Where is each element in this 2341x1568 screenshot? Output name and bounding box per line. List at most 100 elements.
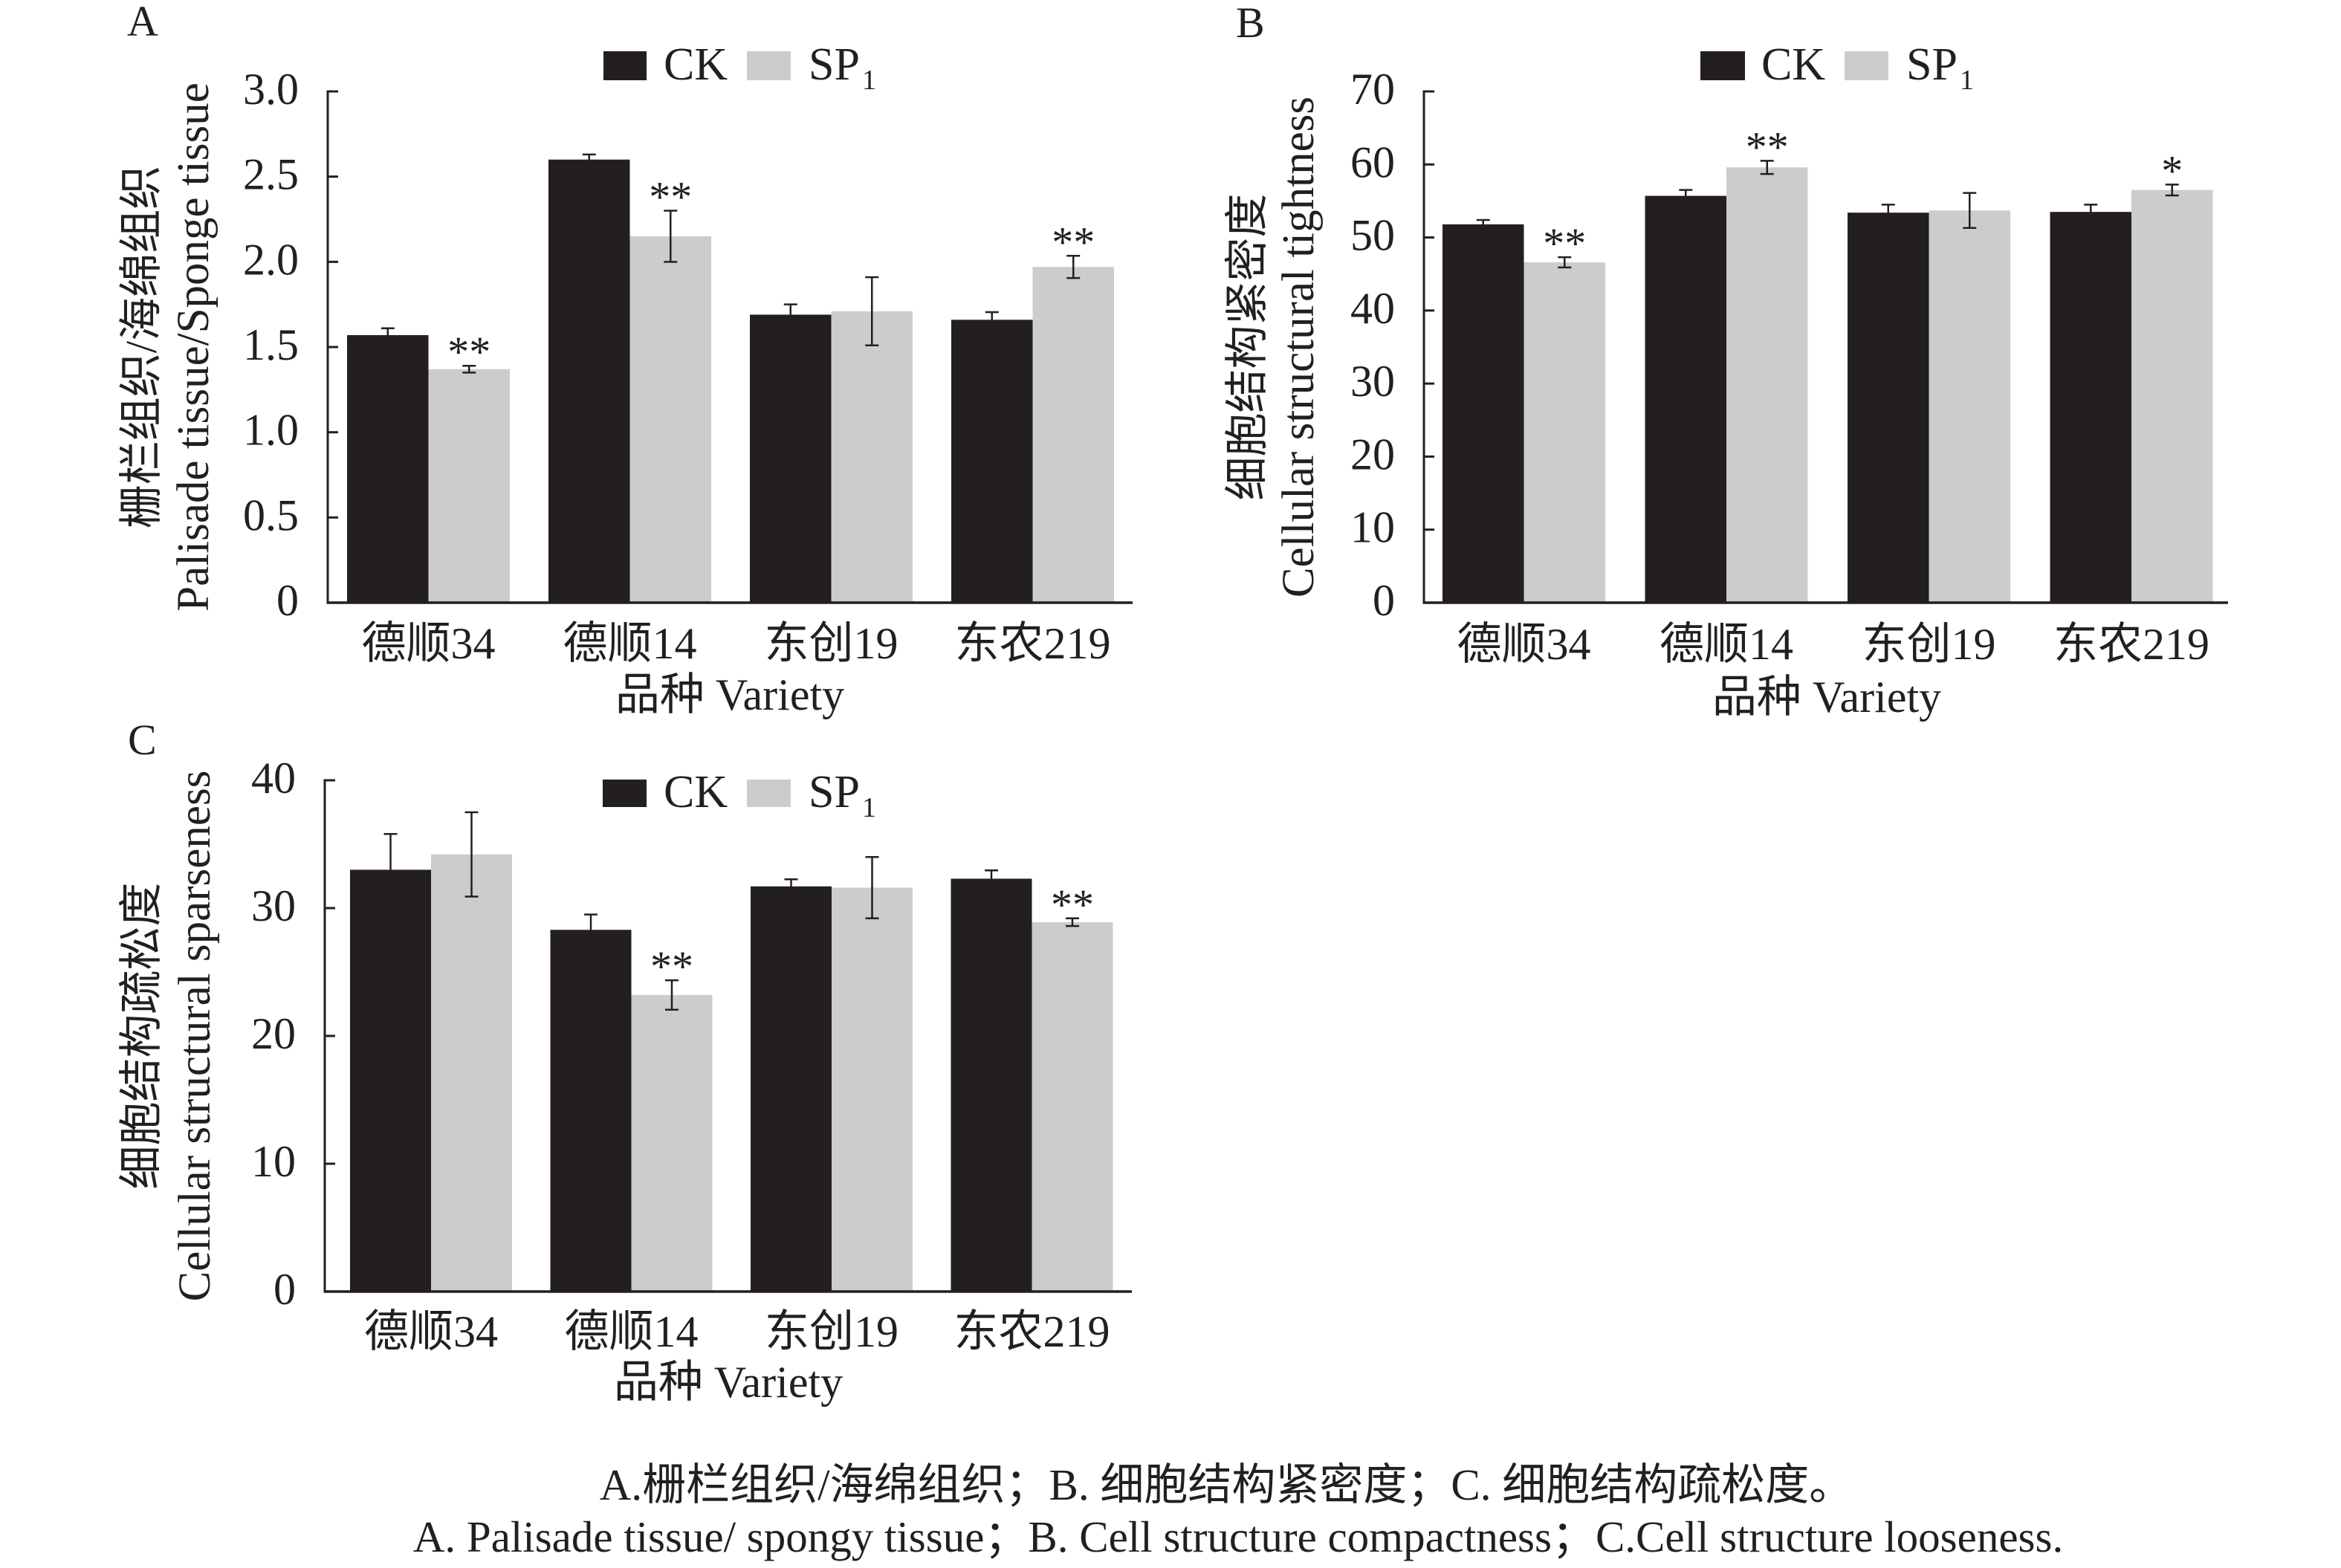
caption-line-cn: A.栅栏组织/海绵组织；B. 细胞结构紧密度；C. 细胞结构疏松度。 xyxy=(600,1460,1853,1509)
y-tick-label: 3.0 xyxy=(243,65,299,114)
panel-b: B CK SP1 细胞结构紧密度 Cellular structural tig… xyxy=(1223,0,2228,722)
significance-mark: ** xyxy=(1052,218,1095,266)
y-tick-label: 10 xyxy=(251,1137,296,1186)
category-label: 德顺34 xyxy=(364,1307,498,1356)
legend-swatch-ck xyxy=(603,780,647,807)
figure-caption: A.栅栏组织/海绵组织；B. 细胞结构紧密度；C. 细胞结构疏松度。 A. Pa… xyxy=(413,1460,2063,1561)
bar-ck xyxy=(750,314,832,603)
y-tick-label: 0 xyxy=(273,1265,296,1314)
bar-sp1 xyxy=(431,854,512,1292)
legend-label-ck: CK xyxy=(664,39,728,90)
error-bar xyxy=(865,855,879,920)
bar-sp1 xyxy=(629,236,711,603)
bar-ck xyxy=(2050,212,2131,603)
error-bar xyxy=(985,869,998,888)
plot-area: ** ** ** 0 0.5 1.0 1.5 2.0 2.5 3.0 德顺34 德顺14 东创19 东农2… xyxy=(243,65,1133,668)
error-bar xyxy=(783,303,797,326)
legend-label-sp1: SP1 xyxy=(809,767,876,823)
legend-label-sp1: SP1 xyxy=(1906,39,1974,96)
legend-label-ck: CK xyxy=(664,767,728,817)
bar-sp1 xyxy=(1032,267,1114,603)
error-bar xyxy=(1760,160,1774,175)
category-label: 德顺14 xyxy=(563,619,697,668)
panel-letter: C xyxy=(128,716,157,764)
y-tick-label: 30 xyxy=(251,881,296,930)
legend-label-main: SP xyxy=(1906,39,1958,90)
legend-swatch-sp1 xyxy=(747,780,791,807)
error-bar xyxy=(1066,917,1079,927)
y-tick-label: 2.0 xyxy=(243,235,299,284)
significance-mark: ** xyxy=(447,328,490,376)
category-label: 东创19 xyxy=(765,619,898,668)
error-bar xyxy=(582,153,596,166)
category-label: 东农219 xyxy=(954,1307,1110,1356)
significance-mark: * xyxy=(2161,146,2183,195)
error-bar xyxy=(584,913,598,947)
bar-sp1 xyxy=(1524,262,1605,603)
significance-mark: ** xyxy=(1051,881,1094,929)
category-label: 东农219 xyxy=(955,619,1111,668)
bar-ck xyxy=(1848,213,1929,603)
caption-line-en: A. Palisade tissue/ spongy tissue；B. Cel… xyxy=(413,1512,2063,1561)
category-label: 东创19 xyxy=(1862,620,1996,669)
error-bar xyxy=(1476,218,1490,230)
x-axis-title: 品种 Variety xyxy=(614,1358,843,1407)
error-bar xyxy=(985,311,999,328)
bar-ck xyxy=(550,930,632,1292)
y-tick-label: 10 xyxy=(1350,503,1395,552)
bar-ck xyxy=(350,869,431,1292)
legend-label-sp1: SP1 xyxy=(809,39,876,96)
error-bar xyxy=(865,276,879,346)
legend: CK SP1 xyxy=(603,767,876,823)
legend-label-subscript: 1 xyxy=(862,792,876,823)
legend-label-main: SP xyxy=(809,767,860,817)
y-tick-label: 60 xyxy=(1350,137,1395,187)
y-tick-label: 1.5 xyxy=(243,320,299,369)
bar-ck xyxy=(751,886,832,1292)
significance-mark: ** xyxy=(1746,123,1789,171)
legend-label-main: SP xyxy=(809,39,860,90)
panel-letter: A xyxy=(127,0,158,45)
y-tick-label: 20 xyxy=(1350,430,1395,479)
error-bar xyxy=(462,364,476,374)
y-axis-title-en: Cellular structural tightness xyxy=(1274,97,1324,597)
bar-ck xyxy=(1645,195,1726,603)
x-axis-title: 品种 Variety xyxy=(615,670,844,719)
error-bar xyxy=(1558,256,1572,269)
y-tick-label: 0 xyxy=(276,576,299,625)
x-axis-title: 品种 Variety xyxy=(1712,673,1941,722)
error-bar xyxy=(1679,189,1693,203)
error-bar xyxy=(464,811,479,898)
legend: CK SP1 xyxy=(1700,39,1974,96)
y-tick-label: 40 xyxy=(1350,284,1395,333)
legend-swatch-sp1 xyxy=(747,51,791,80)
panel-a: A CK SP1 栅栏组织/海绵组织 Palisade tissue/Spong… xyxy=(117,0,1133,719)
y-tick-label: 20 xyxy=(251,1009,296,1058)
category-label: 德顺34 xyxy=(1457,620,1591,669)
y-tick-label: 0 xyxy=(1373,576,1395,625)
bar-sp1 xyxy=(831,311,913,603)
y-axis-title-cn: 栅栏组织/海绵组织 xyxy=(117,166,166,528)
category-label: 东农219 xyxy=(2053,620,2209,669)
y-tick-label: 1.0 xyxy=(243,406,299,455)
bar-sp1 xyxy=(631,994,713,1292)
bar-ck xyxy=(951,878,1032,1292)
error-bar xyxy=(2084,204,2098,221)
significance-mark: ** xyxy=(649,173,692,221)
bar-ck xyxy=(951,320,1033,603)
panel-letter: B xyxy=(1236,0,1265,47)
bar-ck xyxy=(1443,224,1524,603)
y-axis-title-en: Palisade tissue/Sponge tissue xyxy=(169,82,218,612)
y-tick-label: 2.5 xyxy=(243,150,299,199)
legend-swatch-ck xyxy=(603,51,647,80)
y-tick-label: 0.5 xyxy=(243,490,299,540)
y-tick-label: 30 xyxy=(1350,357,1395,406)
y-axis-title-en: Cellular structural sparseness xyxy=(170,771,220,1302)
y-tick-label: 70 xyxy=(1350,65,1395,114)
legend-label-ck: CK xyxy=(1761,39,1825,90)
category-label: 东创19 xyxy=(765,1307,898,1356)
legend-label-subscript: 1 xyxy=(1960,65,1974,96)
category-label: 德顺14 xyxy=(1660,620,1793,669)
